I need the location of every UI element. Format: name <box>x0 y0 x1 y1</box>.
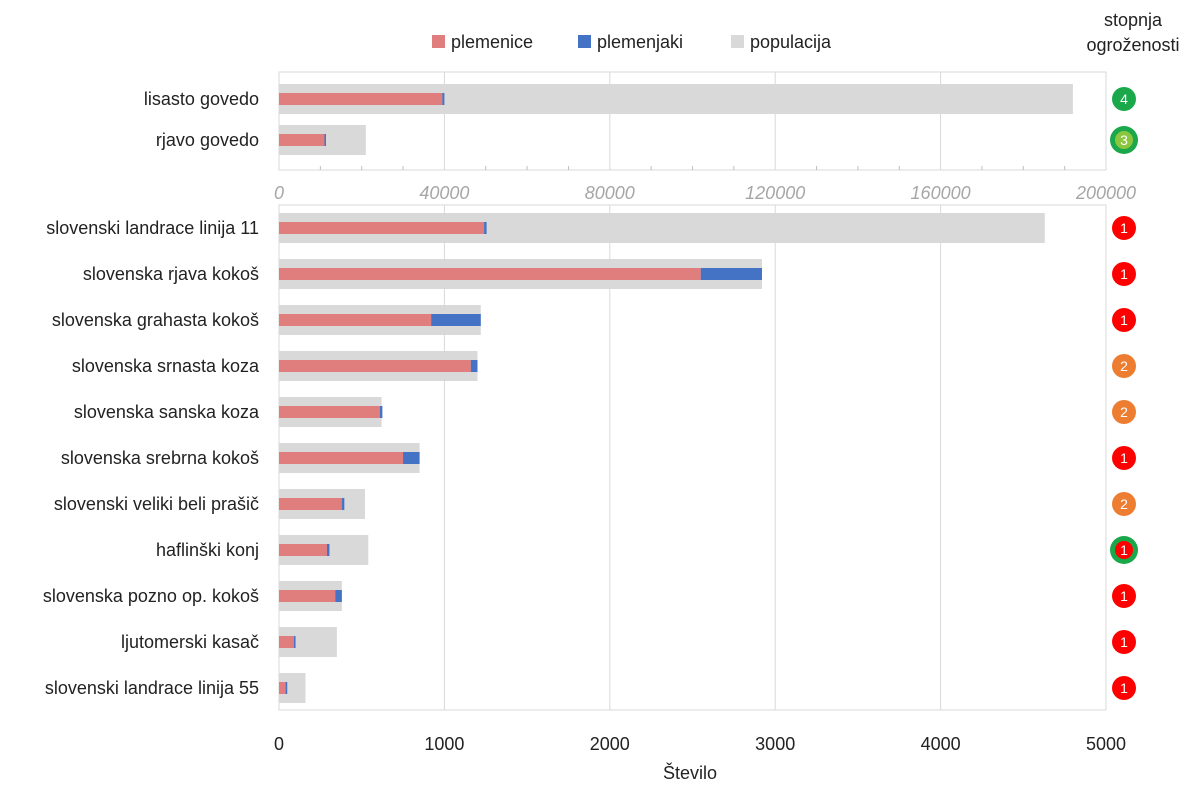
bar-plemenjaki <box>335 590 342 602</box>
threat-header-line1: stopnja <box>1104 10 1163 30</box>
x-tick-label: 2000 <box>590 734 630 754</box>
threat-badge <box>1115 541 1133 559</box>
bar-plemenice <box>279 360 471 372</box>
category-label: ljutomerski kasač <box>121 632 259 652</box>
category-label: slovenska srnasta koza <box>72 356 260 376</box>
threat-badge <box>1112 308 1136 332</box>
threat-badge <box>1112 584 1136 608</box>
bar-plemenjaki <box>442 93 445 105</box>
threat-level-label: 2 <box>1120 404 1128 420</box>
threat-level-label: 1 <box>1120 220 1128 236</box>
x-tick-label: 5000 <box>1086 734 1126 754</box>
threat-level-label: 1 <box>1120 266 1128 282</box>
breeds-panel: slovenski landrace linija 11 1 slovenska r… <box>43 204 1138 754</box>
bar-plemenice <box>279 314 432 326</box>
x-tick-label: 200000 <box>1075 183 1136 203</box>
bar-plemenjaki <box>379 406 383 418</box>
threat-level-label: 1 <box>1120 312 1128 328</box>
category-label: slovenska srebrna kokoš <box>61 448 259 468</box>
x-tick-label: 80000 <box>585 183 635 203</box>
threat-badge <box>1112 262 1136 286</box>
bar-plemenjaki <box>484 222 487 234</box>
category-label: rjavo govedo <box>156 130 259 150</box>
category-label: slovenska rjava kokoš <box>83 264 259 284</box>
legend-swatch-plemenjaki <box>578 35 591 48</box>
legend-label-plemenice: plemenice <box>451 32 533 52</box>
bar-plemenice <box>279 222 485 234</box>
bar-plemenjaki <box>470 360 478 372</box>
threat-level-label: 2 <box>1120 496 1128 512</box>
x-tick-label: 0 <box>274 734 284 754</box>
bar-plemenice <box>279 406 380 418</box>
threat-level-label: 1 <box>1120 634 1128 650</box>
legend: plemenice plemenjaki populacija <box>432 32 832 52</box>
cattle-panel: lisasto govedo 4 rjavo govedo 3 0 40000 80000 1… <box>144 71 1138 203</box>
x-tick-label: 1000 <box>424 734 464 754</box>
threat-level-label: 1 <box>1120 542 1128 558</box>
threat-level-label: 1 <box>1120 680 1128 696</box>
threat-badge <box>1112 216 1136 240</box>
bar-plemenjaki <box>431 314 481 326</box>
threat-level-label: 2 <box>1120 358 1128 374</box>
legend-swatch-populacija <box>731 35 744 48</box>
category-label: lisasto govedo <box>144 89 259 109</box>
bar-plemenjaki <box>700 268 762 280</box>
bar-plemenice <box>279 93 443 105</box>
threat-badge <box>1112 400 1136 424</box>
bar-plemenice <box>279 544 327 556</box>
bar-plemenice <box>279 452 404 464</box>
bar-plemenice <box>279 498 342 510</box>
threat-badge <box>1112 630 1136 654</box>
bar-plemenjaki <box>326 544 330 556</box>
threat-level-label: 4 <box>1120 91 1128 107</box>
bar-plemenjaki <box>341 498 345 510</box>
bar-plemenice <box>279 636 294 648</box>
threat-header-line2: ogroženosti <box>1086 35 1179 55</box>
bar-plemenjaki <box>293 636 296 648</box>
category-label: slovenska grahasta kokoš <box>52 310 259 330</box>
x-tick-label: 160000 <box>911 183 971 203</box>
x-tick-label: 40000 <box>419 183 469 203</box>
category-label: slovenska pozno op. kokoš <box>43 586 259 606</box>
category-label: slovenski landrace linija 11 <box>46 218 259 238</box>
x-tick-label: 4000 <box>921 734 961 754</box>
threat-badge <box>1112 492 1136 516</box>
threat-badge <box>1112 87 1136 111</box>
bar-plemenice <box>279 682 286 694</box>
category-label: slovenska sanska koza <box>74 402 260 422</box>
threat-level-label: 1 <box>1120 588 1128 604</box>
threat-level-label: 1 <box>1120 450 1128 466</box>
category-label: slovenski landrace linija 55 <box>45 678 259 698</box>
legend-label-populacija: populacija <box>750 32 832 52</box>
threat-level-label: 3 <box>1120 132 1128 148</box>
bar-plemenjaki <box>324 134 326 146</box>
x-axis-label: Število <box>663 762 717 783</box>
threat-badge <box>1112 354 1136 378</box>
threat-badge <box>1112 676 1136 700</box>
bar-plemenjaki <box>403 452 420 464</box>
bar-plemenjaki <box>285 682 288 694</box>
x-tick-label: 120000 <box>745 183 805 203</box>
category-label: slovenski veliki beli prašič <box>54 494 259 514</box>
x-tick-label: 0 <box>274 183 284 203</box>
bar-plemenice <box>279 134 325 146</box>
threat-header: stopnja ogroženosti <box>1086 10 1179 55</box>
threat-badge <box>1115 131 1133 149</box>
threat-badge <box>1112 446 1136 470</box>
legend-label-plemenjaki: plemenjaki <box>597 32 683 52</box>
x-tick-label: 3000 <box>755 734 795 754</box>
bar-plemenice <box>279 590 336 602</box>
category-label: haflinški konj <box>156 540 259 560</box>
legend-swatch-plemenice <box>432 35 445 48</box>
bar-plemenice <box>279 268 701 280</box>
